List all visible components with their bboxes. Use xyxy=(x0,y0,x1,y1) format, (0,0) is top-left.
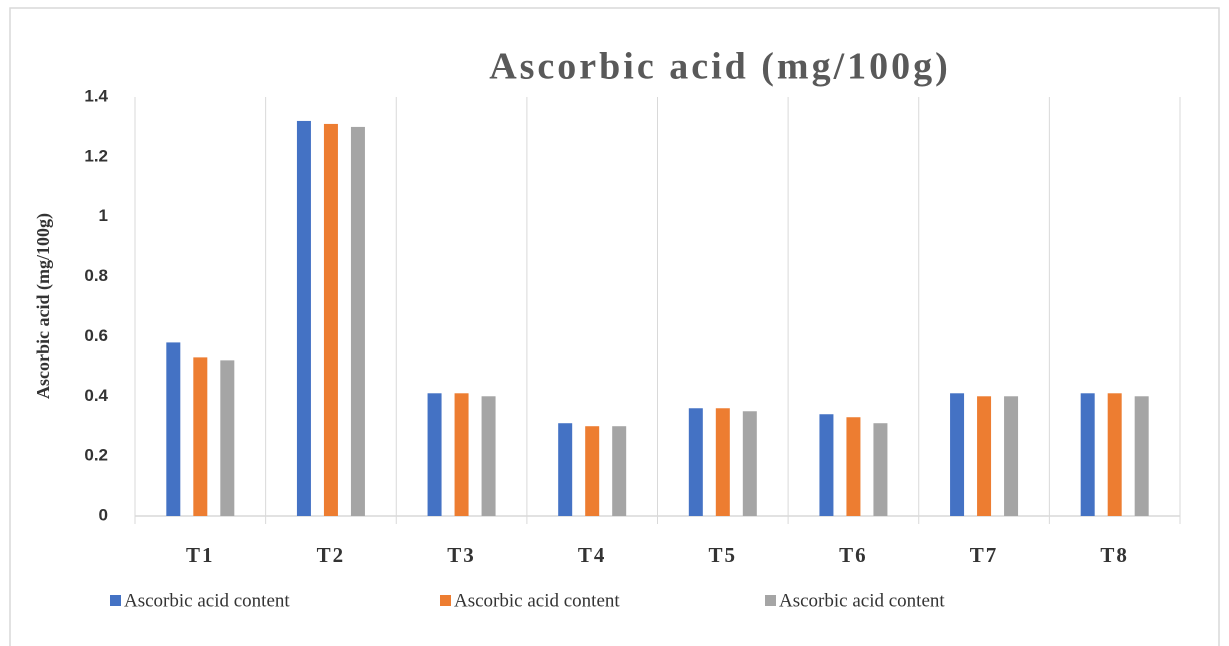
bar xyxy=(819,414,834,516)
bar xyxy=(846,417,861,516)
chart-border xyxy=(9,7,1220,646)
bar xyxy=(873,423,888,516)
chart-title: Ascorbic acid (mg/100g) xyxy=(489,46,951,88)
bar xyxy=(1134,396,1149,516)
bar xyxy=(977,396,992,516)
bar xyxy=(193,357,208,516)
legend-label: Ascorbic acid content xyxy=(779,590,945,611)
y-tick-label: 1 xyxy=(99,206,108,225)
bar xyxy=(612,426,627,516)
bar xyxy=(715,408,730,516)
y-tick-label: 0.4 xyxy=(84,386,108,405)
y-tick-label: 0 xyxy=(99,505,108,524)
x-tick-label: T1 xyxy=(186,543,215,567)
x-tick-label: T5 xyxy=(709,543,738,567)
bar xyxy=(220,360,235,516)
bar xyxy=(166,342,181,516)
x-tick-label: T8 xyxy=(1100,543,1129,567)
bar xyxy=(585,426,600,516)
y-tick-label: 0.8 xyxy=(84,266,108,285)
y-tick-label: 0.2 xyxy=(84,446,108,465)
bar xyxy=(296,120,311,516)
bar xyxy=(1080,393,1095,516)
y-tick-label: 0.6 xyxy=(84,326,108,345)
bar xyxy=(742,411,757,516)
legend-label: Ascorbic acid content xyxy=(124,590,290,611)
y-tick-label: 1.4 xyxy=(84,86,108,105)
bar xyxy=(481,396,496,516)
x-tick-label: T4 xyxy=(578,543,607,567)
bar xyxy=(1004,396,1019,516)
x-tick-label: T6 xyxy=(839,543,868,567)
bar xyxy=(427,393,442,516)
y-axis-label: Ascorbic acid (mg/100g) xyxy=(33,213,54,399)
bar xyxy=(950,393,965,516)
bar xyxy=(688,408,703,516)
legend-label: Ascorbic acid content xyxy=(454,590,620,611)
legend-swatch xyxy=(765,595,776,606)
legend-swatch xyxy=(440,595,451,606)
bar xyxy=(454,393,469,516)
bar xyxy=(323,123,338,516)
bar xyxy=(558,423,573,516)
x-tick-label: T2 xyxy=(317,543,346,567)
bar xyxy=(1107,393,1122,516)
y-tick-label: 1.2 xyxy=(84,146,108,165)
x-tick-label: T3 xyxy=(447,543,476,567)
bar xyxy=(350,126,365,516)
legend-swatch xyxy=(110,595,121,606)
x-tick-label: T7 xyxy=(970,543,999,567)
